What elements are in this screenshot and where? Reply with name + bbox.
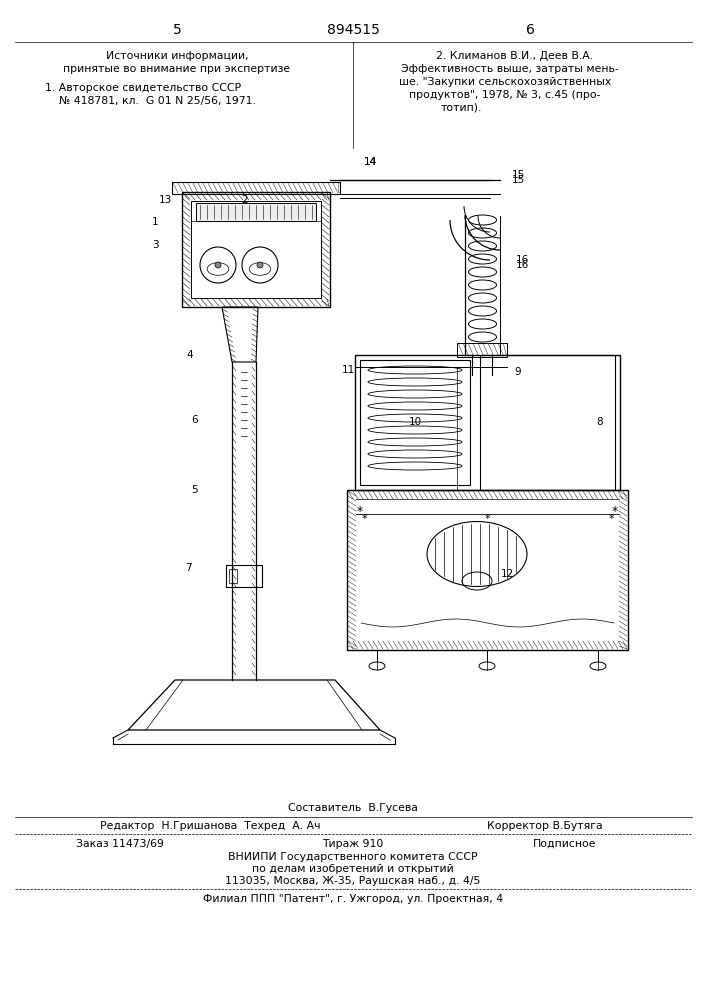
Text: 5: 5 bbox=[192, 485, 198, 495]
Text: № 418781, кл.  G 01 N 25/56, 1971.: № 418781, кл. G 01 N 25/56, 1971. bbox=[59, 96, 255, 106]
Text: 16: 16 bbox=[515, 255, 529, 265]
Text: 14: 14 bbox=[363, 157, 377, 167]
Bar bbox=[229, 569, 237, 583]
Text: *: * bbox=[608, 514, 614, 524]
Text: 14: 14 bbox=[363, 157, 377, 167]
Text: Источники информации,: Источники информации, bbox=[105, 51, 248, 61]
Bar bbox=[182, 192, 330, 307]
Text: 4: 4 bbox=[187, 350, 193, 360]
Bar bbox=[191, 201, 321, 298]
Text: 10: 10 bbox=[409, 417, 421, 427]
Text: Корректор В.Бутяга: Корректор В.Бутяга bbox=[487, 821, 603, 831]
Bar bbox=[360, 360, 470, 485]
Bar bbox=[457, 343, 508, 357]
Text: Редактор  Н.Гришанова  Техред  А. Ач: Редактор Н.Гришанова Техред А. Ач bbox=[100, 821, 320, 831]
Text: 6: 6 bbox=[192, 415, 198, 425]
Text: 8: 8 bbox=[597, 417, 603, 427]
Text: 7: 7 bbox=[185, 563, 192, 573]
Text: Эффективность выше, затраты мень-: Эффективность выше, затраты мень- bbox=[401, 64, 619, 74]
Text: Подписное: Подписное bbox=[533, 839, 597, 849]
Text: продуктов", 1978, № 3, с.45 (про-: продуктов", 1978, № 3, с.45 (про- bbox=[409, 90, 601, 100]
Bar bbox=[347, 490, 628, 650]
Bar bbox=[196, 203, 316, 221]
Text: 3: 3 bbox=[152, 240, 158, 250]
Text: 5: 5 bbox=[173, 23, 182, 37]
Text: 12: 12 bbox=[501, 569, 513, 579]
Bar bbox=[355, 355, 620, 490]
Circle shape bbox=[257, 262, 263, 268]
Text: 9: 9 bbox=[514, 367, 521, 377]
Text: *: * bbox=[361, 514, 367, 524]
Bar bbox=[226, 565, 262, 587]
Text: *: * bbox=[484, 514, 490, 524]
Text: 1: 1 bbox=[152, 217, 158, 227]
Text: ше. "Закупки сельскохозяйственных: ше. "Закупки сельскохозяйственных bbox=[399, 77, 611, 87]
Text: 16: 16 bbox=[515, 260, 529, 270]
Text: 13: 13 bbox=[158, 195, 172, 205]
Text: 11: 11 bbox=[341, 365, 355, 375]
Circle shape bbox=[215, 262, 221, 268]
Bar bbox=[480, 355, 615, 490]
Text: 894515: 894515 bbox=[327, 23, 380, 37]
Text: 2: 2 bbox=[242, 195, 248, 205]
Text: 15: 15 bbox=[511, 170, 525, 180]
Text: по делам изобретений и открытий: по делам изобретений и открытий bbox=[252, 864, 454, 874]
Text: Филиал ППП "Патент", г. Ужгород, ул. Проектная, 4: Филиал ППП "Патент", г. Ужгород, ул. Про… bbox=[203, 894, 503, 904]
Text: Тираж 910: Тираж 910 bbox=[322, 839, 384, 849]
Text: 15: 15 bbox=[511, 175, 525, 185]
Text: принятые во внимание при экспертизе: принятые во внимание при экспертизе bbox=[64, 64, 291, 74]
Bar bbox=[172, 182, 340, 194]
Text: Заказ 11473/69: Заказ 11473/69 bbox=[76, 839, 164, 849]
Text: 113035, Москва, Ж-35, Раушская наб., д. 4/5: 113035, Москва, Ж-35, Раушская наб., д. … bbox=[226, 876, 481, 886]
Text: *: * bbox=[612, 506, 618, 518]
Text: Составитель  В.Гусева: Составитель В.Гусева bbox=[288, 803, 418, 813]
Text: тотип).: тотип). bbox=[440, 103, 481, 113]
Text: ВНИИПИ Государственного комитета СССР: ВНИИПИ Государственного комитета СССР bbox=[228, 852, 478, 862]
Text: 6: 6 bbox=[525, 23, 534, 37]
Text: 2. Климанов В.И., Деев В.А.: 2. Климанов В.И., Деев В.А. bbox=[436, 51, 594, 61]
Text: *: * bbox=[357, 506, 363, 518]
Text: 1. Авторское свидетельство СССР: 1. Авторское свидетельство СССР bbox=[45, 83, 241, 93]
